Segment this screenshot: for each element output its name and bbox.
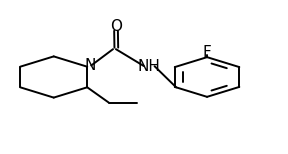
Text: O: O [110, 19, 122, 34]
Text: F: F [203, 45, 211, 60]
Text: NH: NH [137, 59, 160, 74]
Text: N: N [85, 58, 96, 73]
